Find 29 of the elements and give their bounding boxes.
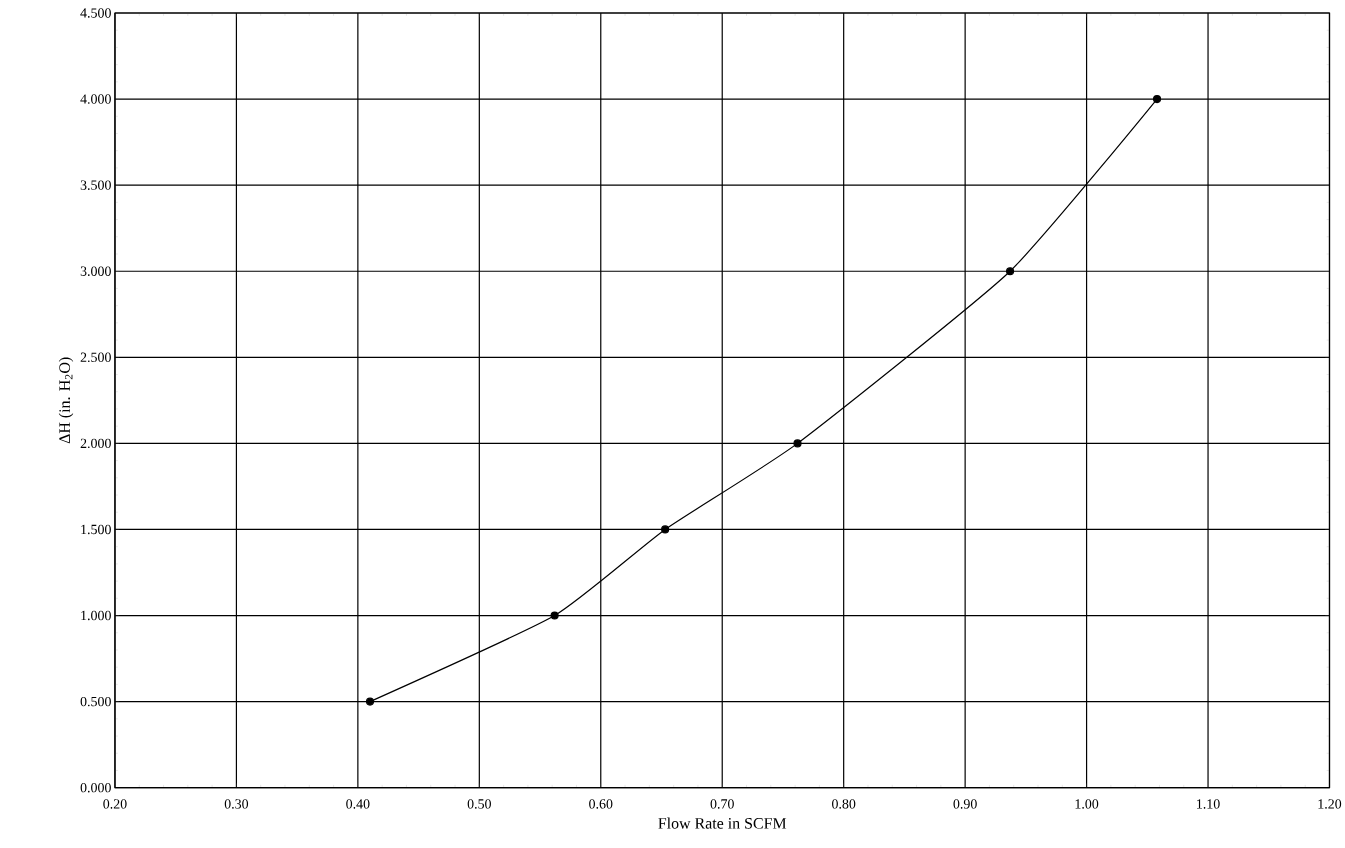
- point: [793, 439, 802, 448]
- x-tick-label: 0.40: [346, 799, 370, 809]
- x-axis-title: Flow Rate in SCFM: [658, 817, 787, 829]
- y-tick-label: 2.000: [80, 438, 111, 449]
- x-tick-label: 0.20: [103, 799, 127, 809]
- x-tick-label: 0.90: [953, 799, 977, 809]
- x-tick-label: 1.10: [1197, 799, 1220, 809]
- y-axis-title: ΔH (in. H$_{2}$O): [58, 357, 74, 444]
- point: [365, 697, 375, 706]
- point: [1005, 267, 1015, 276]
- x-tick-label: 0.50: [467, 799, 491, 809]
- x-tick-label: 0.60: [589, 799, 613, 809]
- x-tick-label: 1.20: [1318, 799, 1342, 809]
- y-tick-label: 1.000: [81, 610, 111, 621]
- y-tick-label: 3.000: [80, 266, 111, 277]
- y-tick-label: 3.500: [80, 180, 111, 191]
- x-tick-label: 0.30: [224, 799, 249, 809]
- y-tick-label: 4.000: [80, 94, 111, 104]
- point: [661, 525, 670, 534]
- y-tick-label: 0.000: [80, 783, 111, 793]
- y-tick-label: 4.500: [80, 8, 111, 18]
- y-tick-label: 1.500: [81, 524, 111, 535]
- point: [550, 611, 559, 620]
- x-tick-label: 0.70: [710, 799, 734, 809]
- y-tick-label: 2.500: [80, 352, 111, 363]
- x-tick-label: 0.80: [832, 799, 856, 809]
- y-tick-label: 0.500: [80, 697, 111, 707]
- point: [1152, 95, 1162, 104]
- x-tick-label: 1.00: [1075, 799, 1099, 809]
